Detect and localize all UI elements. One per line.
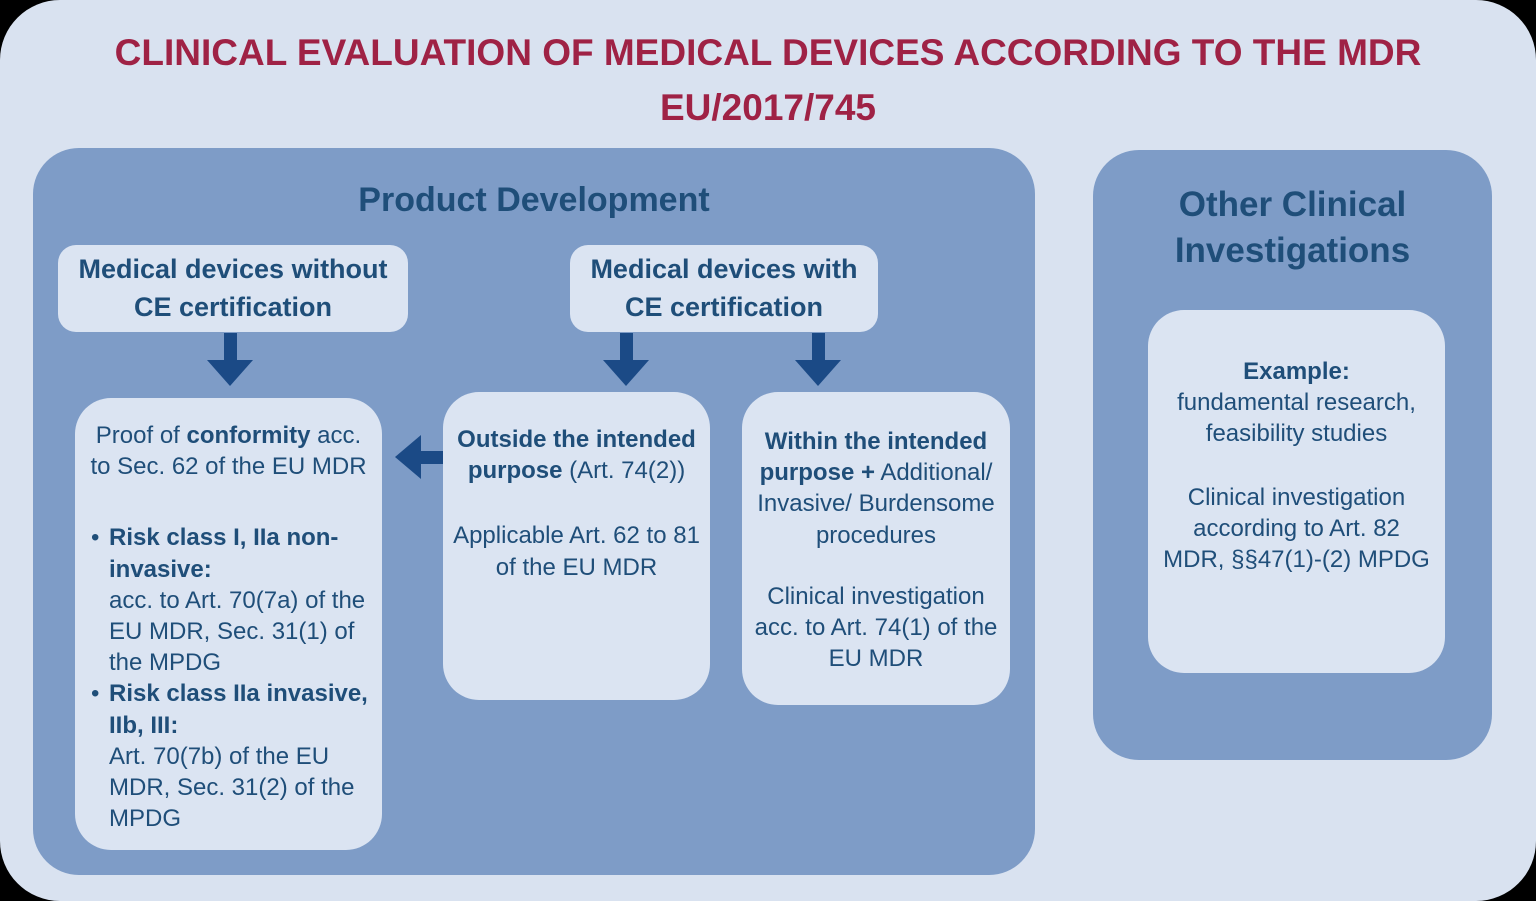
example-detail: Clinical investigation according to Art.… (1163, 483, 1430, 573)
page-title: CLINICAL EVALUATION OF MEDICAL DEVICES A… (0, 26, 1536, 136)
outside-purpose-detail: Applicable Art. 62 to 81 of the EU MDR (453, 522, 700, 581)
outside-purpose-normal: (Art. 74(2)) (562, 457, 686, 485)
other-clinical-panel: Other Clinical Investigations Example: f… (1093, 150, 1492, 760)
within-purpose-box: Within the intended purpose + Additional… (742, 392, 1010, 705)
outside-purpose-heading: Outside the intended purpose (Art. 74(2)… (451, 424, 702, 486)
within-purpose-detail: Clinical investigation acc. to Art. 74(1… (754, 582, 998, 673)
arrow-stem (421, 450, 445, 464)
example-text: fundamental research, feasibility studie… (1177, 389, 1416, 448)
conformity-intro-suffix: acc. to Sec. 62 of the EU MDR (90, 422, 367, 481)
product-development-header: Product Development (358, 181, 710, 219)
box-devices-without-ce-label: Medical devices without CE certification (78, 253, 388, 322)
arrow-down-icon (207, 333, 253, 386)
risk-class-list: Risk class I, IIa non-invasive: acc. to … (85, 522, 372, 834)
other-clinical-header: Other Clinical Investigations (1174, 185, 1411, 270)
box-devices-without-ce: Medical devices without CE certification (58, 245, 408, 332)
box-devices-with-ce: Medical devices with CE certification (570, 245, 878, 332)
arrow-down-icon (603, 333, 649, 386)
risk-class-2-title: Risk class IIa invasive, IIb, III: (109, 680, 368, 739)
arrow-down-icon (795, 333, 841, 386)
example-paragraph: Example: fundamental research, feasibili… (1162, 356, 1431, 450)
example-label: Example: (1243, 358, 1350, 385)
product-development-panel: Product Development Medical devices with… (33, 148, 1035, 875)
within-purpose-heading: Within the intended purpose + Additional… (750, 426, 1002, 551)
page-title-line1: CLINICAL EVALUATION OF MEDICAL DEVICES A… (114, 32, 1422, 73)
conformity-intro: Proof of conformity acc. to Sec. 62 of t… (89, 420, 368, 482)
arrow-head (395, 435, 421, 479)
arrow-stem (619, 333, 633, 360)
conformity-intro-bold: conformity (186, 422, 311, 449)
arrow-head (603, 360, 649, 386)
conformity-box: Proof of conformity acc. to Sec. 62 of t… (75, 398, 382, 850)
risk-class-1-title: Risk class I, IIa non-invasive: (109, 524, 339, 583)
arrow-stem (811, 333, 825, 360)
page-title-line2: EU/2017/745 (659, 86, 876, 128)
list-item: Risk class IIa invasive, IIb, III: Art. … (89, 678, 372, 834)
arrow-head (795, 360, 841, 386)
list-item: Risk class I, IIa non-invasive: acc. to … (89, 522, 372, 678)
risk-class-2-text: Art. 70(7b) of the EU MDR, Sec. 31(2) of… (109, 742, 355, 833)
arrow-head (207, 360, 253, 386)
arrow-stem (223, 333, 237, 360)
example-box: Example: fundamental research, feasibili… (1148, 310, 1445, 673)
outside-purpose-box: Outside the intended purpose (Art. 74(2)… (443, 392, 710, 700)
conformity-intro-prefix: Proof of (95, 422, 187, 449)
within-purpose-bold: Within the intended purpose + (759, 428, 988, 487)
box-devices-with-ce-label: Medical devices with CE certification (590, 253, 858, 322)
arrow-left-icon (395, 435, 445, 479)
within-purpose-normal: Additional/ Invasive/ Burdensome procedu… (757, 459, 995, 549)
risk-class-1-text: acc. to Art. 70(7a) of the EU MDR, Sec. … (109, 586, 366, 677)
outside-purpose-bold: Outside the intended purpose (457, 426, 696, 485)
